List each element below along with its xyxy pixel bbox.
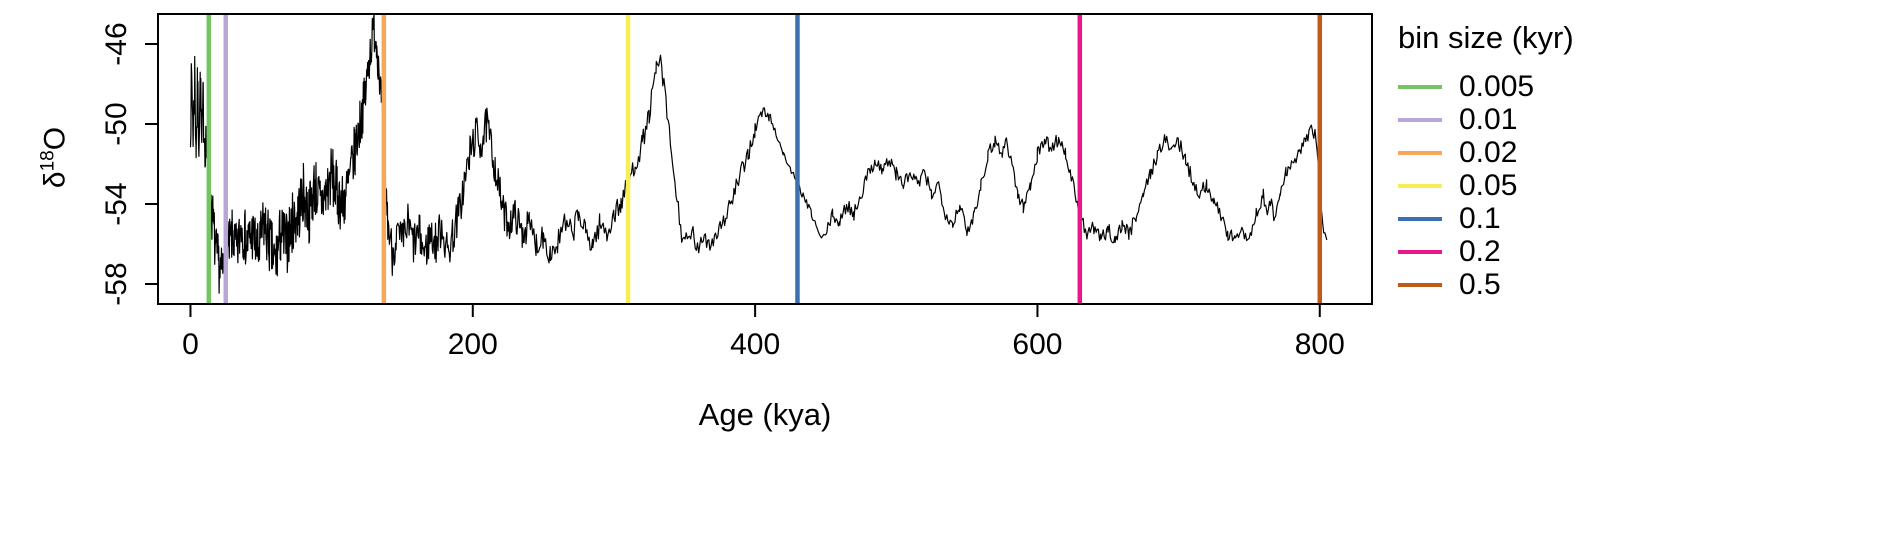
x-tick-label: 800: [1295, 328, 1345, 361]
y-tick-label: -54: [100, 182, 133, 225]
legend-item: 0.05: [1398, 169, 1574, 202]
legend-item: 0.005: [1398, 70, 1574, 103]
legend-line-swatch: [1398, 84, 1442, 89]
legend-item-label: 0.01: [1459, 102, 1518, 136]
legend-item-label: 0.5: [1459, 267, 1501, 301]
legend-item-label: 0.005: [1459, 69, 1535, 103]
x-tick-label: 0: [182, 328, 199, 361]
x-axis-title: Age (kya): [699, 397, 832, 432]
legend-item: 0.01: [1398, 103, 1574, 136]
plot-area: 0 200 400 600 800 -58 -54 -50 -46 Age (kya): [100, 13, 1373, 432]
y-tick-label: -58: [100, 262, 133, 305]
legend-item-label: 0.02: [1459, 135, 1518, 169]
legend-line-swatch: [1398, 183, 1442, 188]
plot-border: [157, 13, 1373, 305]
y-axis-title-superscript: 18: [37, 150, 59, 172]
y-tick-label: -50: [100, 102, 133, 145]
y-axis-title-element: O: [38, 126, 72, 151]
y-axis-title-delta: δ: [38, 171, 72, 189]
data-series-line: [189, 14, 1328, 294]
legend-line-swatch: [1398, 249, 1442, 254]
legend-item: 0.2: [1398, 235, 1574, 268]
x-tick-label: 400: [730, 328, 780, 361]
legend-line-swatch: [1398, 282, 1442, 287]
y-tick-label: -46: [100, 22, 133, 65]
legend-item-label: 0.05: [1459, 168, 1518, 202]
legend-entries: 0.005 0.01 0.02 0.05 0.1 0.2 0.5: [1398, 70, 1574, 301]
x-tick-label: 200: [448, 328, 498, 361]
legend-line-swatch: [1398, 117, 1442, 122]
legend-item-label: 0.1: [1459, 201, 1501, 235]
y-axis-title: δ18O: [38, 88, 73, 228]
legend-item: 0.1: [1398, 202, 1574, 235]
legend-title: bin size (kyr): [1398, 20, 1574, 55]
legend-item: 0.02: [1398, 136, 1574, 169]
legend: bin size (kyr) 0.005 0.01 0.02 0.05 0.1 0.2 0.…: [1398, 20, 1574, 301]
legend-line-swatch: [1398, 150, 1442, 155]
plot-layers: 0 200 400 600 800 -58 -54 -50 -46: [100, 13, 1373, 361]
legend-item-label: 0.2: [1459, 234, 1501, 268]
x-tick-label: 600: [1012, 328, 1062, 361]
legend-line-swatch: [1398, 216, 1442, 221]
legend-item: 0.5: [1398, 268, 1574, 301]
